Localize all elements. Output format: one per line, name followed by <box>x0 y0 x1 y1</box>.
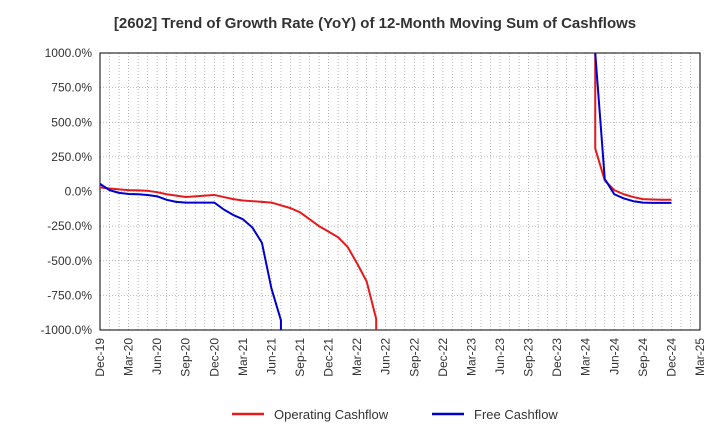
series-lines <box>100 53 672 330</box>
x-tick-label: Dec-20 <box>207 338 221 377</box>
y-tick-label: 250.0% <box>51 150 92 164</box>
x-tick-label: Jun-22 <box>379 338 393 375</box>
x-tick-label: Sep-22 <box>407 338 421 377</box>
legend: Operating Cashflow Free Cashflow <box>232 407 558 422</box>
grid-lines <box>99 52 701 331</box>
series-line-free-cashflow <box>100 183 282 330</box>
y-tick-label: -500.0% <box>47 254 92 268</box>
x-tick-label: Mar-22 <box>350 338 364 376</box>
x-tick-label: Dec-22 <box>436 338 450 377</box>
x-tick-label: Jun-24 <box>607 338 621 375</box>
x-tick-label: Dec-19 <box>93 338 107 377</box>
y-tick-label: 0.0% <box>65 185 93 199</box>
series-line-operating-cashflow <box>594 53 672 201</box>
x-tick-label: Jun-23 <box>493 338 507 375</box>
y-tick-label: -1000.0% <box>41 323 93 337</box>
x-tick-label: Mar-25 <box>693 338 707 376</box>
axes: 1000.0% 750.0% 500.0% 250.0% 0.0% -250.0% -500… <box>41 46 707 377</box>
x-tick-label: Dec-23 <box>550 338 564 377</box>
chart-title: [2602] Trend of Growth Rate (YoY) of 12-… <box>114 15 636 32</box>
series-line-operating-cashflow <box>100 186 378 330</box>
y-tick-label: -250.0% <box>47 219 92 233</box>
legend-label-operating-cashflow: Operating Cashflow <box>274 407 389 422</box>
series-line-free-cashflow <box>594 53 672 204</box>
x-tick-label: Sep-23 <box>522 338 536 377</box>
x-tick-label: Mar-21 <box>236 338 250 376</box>
y-tick-label: 750.0% <box>51 81 92 95</box>
x-tick-label: Jun-20 <box>150 338 164 375</box>
y-tick-label: 1000.0% <box>45 46 93 60</box>
x-tick-label: Dec-21 <box>322 338 336 377</box>
x-tick-label: Mar-23 <box>464 338 478 376</box>
y-tick-label: 500.0% <box>51 115 92 129</box>
x-tick-label: Sep-20 <box>179 338 193 377</box>
x-tick-label: Jun-21 <box>264 338 278 375</box>
legend-label-free-cashflow: Free Cashflow <box>474 407 558 422</box>
x-tick-label: Sep-21 <box>293 338 307 377</box>
x-tick-label: Sep-24 <box>636 338 650 377</box>
plot-border <box>99 52 701 331</box>
x-tick-label: Dec-24 <box>664 338 678 377</box>
y-tick-label: -750.0% <box>47 288 92 302</box>
x-tick-label: Mar-24 <box>579 338 593 376</box>
x-tick-label: Mar-20 <box>122 338 136 376</box>
